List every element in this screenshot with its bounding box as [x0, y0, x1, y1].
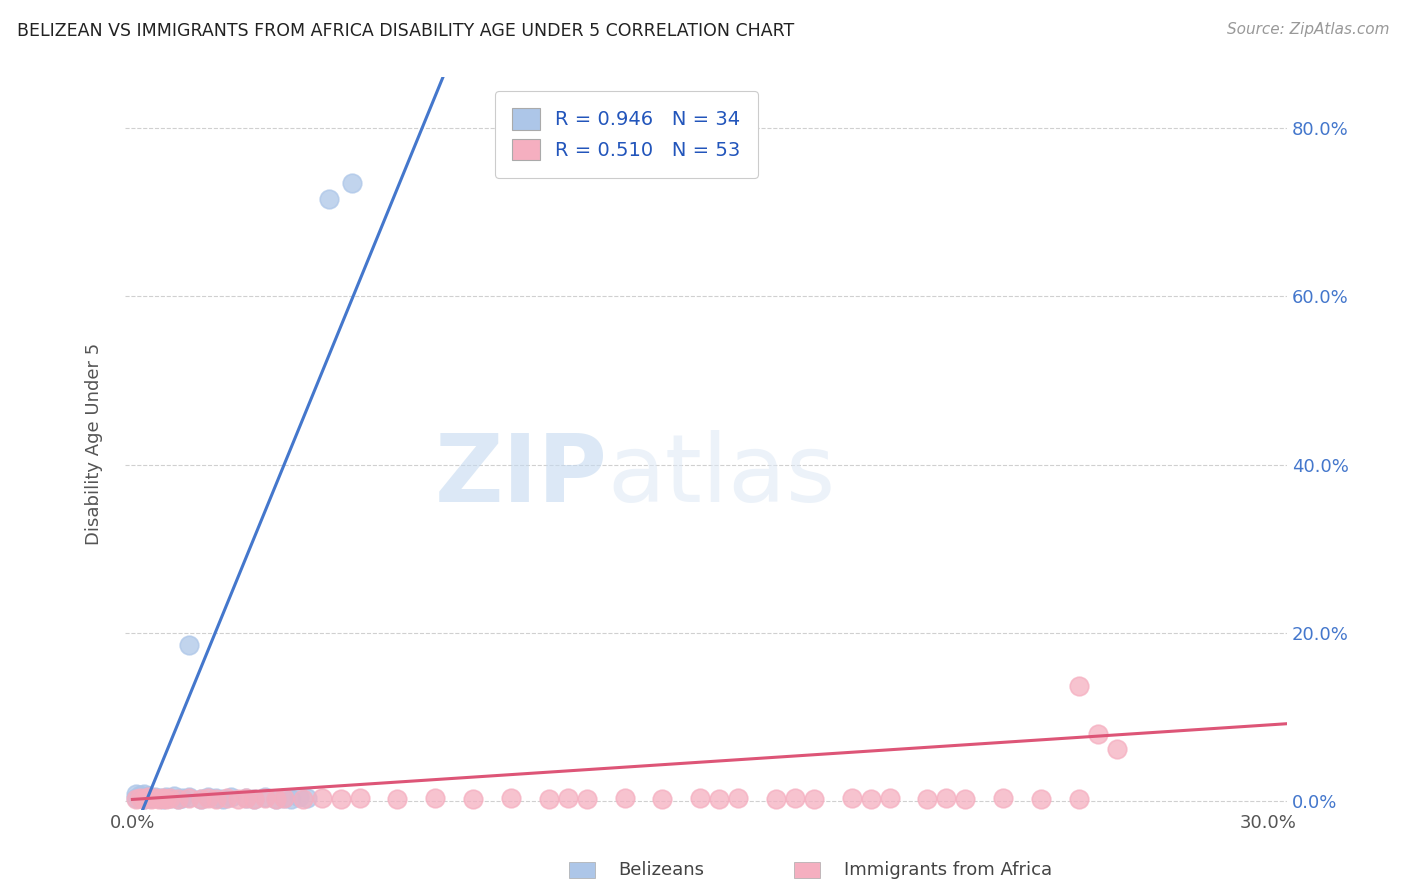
Legend: R = 0.946   N = 34, R = 0.510   N = 53: R = 0.946 N = 34, R = 0.510 N = 53 [495, 91, 758, 178]
Point [155, 791, 177, 805]
Point [190, 791, 212, 805]
Point [859, 791, 882, 805]
Point [235, 790, 257, 805]
Point [136, 789, 159, 804]
Point [204, 790, 226, 805]
Point [155, 789, 177, 804]
Y-axis label: Disability Age Under 5: Disability Age Under 5 [86, 343, 103, 545]
Point [132, 787, 155, 801]
Point [318, 193, 340, 207]
Point [1105, 742, 1128, 756]
Point [879, 790, 901, 805]
Point [1029, 791, 1052, 805]
Point [1087, 727, 1109, 741]
Point [463, 791, 485, 805]
Point [613, 790, 636, 805]
Point [170, 790, 193, 805]
Point [125, 790, 148, 805]
Point [499, 790, 522, 805]
Point [143, 790, 166, 805]
Point [264, 791, 287, 805]
Point [141, 791, 163, 805]
Point [295, 790, 318, 805]
Point [1067, 679, 1090, 693]
Point [129, 790, 152, 805]
Point [387, 791, 409, 805]
Point [143, 789, 166, 804]
Point [129, 789, 152, 804]
Point [228, 791, 250, 805]
Point [253, 789, 276, 804]
Point [197, 790, 219, 805]
Point [288, 789, 311, 804]
Point [242, 791, 264, 805]
Point [280, 791, 302, 805]
Point [783, 790, 806, 805]
Point [136, 789, 159, 803]
Point [136, 789, 159, 803]
Point [1067, 791, 1090, 805]
Point [125, 788, 148, 802]
Point [159, 790, 181, 805]
Point [159, 790, 181, 805]
Point [557, 790, 579, 805]
Point [219, 789, 242, 804]
Point [340, 176, 363, 190]
Point [204, 791, 226, 805]
Point [166, 791, 188, 805]
Point [955, 791, 977, 805]
Text: ZIP: ZIP [434, 431, 607, 523]
Point [841, 790, 863, 805]
Point [291, 791, 314, 805]
Point [537, 791, 560, 805]
Point [651, 791, 673, 805]
Text: Belizeans: Belizeans [619, 861, 704, 879]
Point [132, 791, 155, 805]
Point [425, 790, 447, 805]
Point [709, 791, 731, 805]
Point [253, 790, 276, 805]
Point [141, 790, 163, 805]
Point [179, 790, 201, 805]
Point [125, 791, 148, 805]
Point [803, 791, 825, 805]
Point [148, 791, 170, 805]
Point [197, 789, 219, 804]
Point [273, 790, 295, 805]
Point [349, 790, 371, 805]
Text: BELIZEAN VS IMMIGRANTS FROM AFRICA DISABILITY AGE UNDER 5 CORRELATION CHART: BELIZEAN VS IMMIGRANTS FROM AFRICA DISAB… [17, 22, 794, 40]
Point [215, 790, 238, 805]
Point [132, 791, 155, 805]
Point [765, 791, 787, 805]
Point [264, 791, 287, 805]
Point [311, 790, 333, 805]
Point [148, 790, 170, 805]
Point [935, 790, 957, 805]
Text: Immigrants from Africa: Immigrants from Africa [844, 861, 1052, 879]
Point [129, 789, 152, 803]
Point [212, 791, 235, 805]
Point [727, 790, 749, 805]
Text: Source: ZipAtlas.com: Source: ZipAtlas.com [1226, 22, 1389, 37]
Point [917, 791, 939, 805]
Point [166, 791, 188, 805]
Point [575, 791, 598, 805]
Point [242, 791, 264, 805]
Point [689, 790, 711, 805]
Point [190, 791, 212, 805]
Point [179, 639, 201, 653]
Point [163, 789, 186, 803]
Point [235, 790, 257, 805]
Point [152, 791, 174, 805]
Text: atlas: atlas [607, 431, 835, 523]
Point [991, 790, 1014, 805]
Point [179, 789, 201, 804]
Point [273, 790, 295, 805]
Point [152, 790, 174, 805]
Point [329, 791, 352, 805]
